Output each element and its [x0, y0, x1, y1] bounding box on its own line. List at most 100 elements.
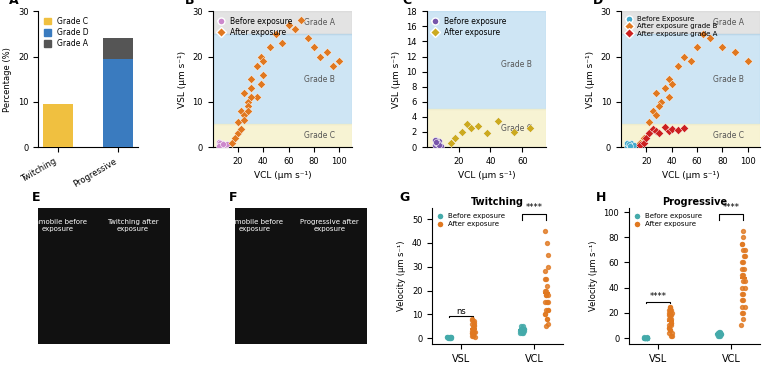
Point	[653, 103, 665, 109]
Text: Progressive after
exposure: Progressive after exposure	[300, 219, 359, 232]
Point	[541, 264, 554, 270]
Point	[665, 81, 677, 87]
Point	[641, 334, 654, 340]
Point	[672, 127, 684, 133]
Point	[443, 334, 455, 340]
Text: B: B	[185, 0, 194, 7]
Point	[455, 129, 468, 135]
Point	[516, 326, 528, 332]
Point	[251, 62, 263, 68]
Point	[430, 137, 442, 142]
Point	[257, 58, 270, 64]
Point	[664, 328, 676, 334]
X-axis label: VCL (μm s⁻¹): VCL (μm s⁻¹)	[253, 171, 311, 180]
Point	[442, 335, 455, 341]
Point	[492, 118, 505, 124]
Point	[737, 260, 749, 266]
Point	[213, 143, 225, 149]
Point	[641, 334, 653, 340]
Point	[244, 94, 257, 100]
Point	[664, 304, 677, 310]
Point	[308, 45, 320, 50]
Point	[678, 53, 690, 59]
Point	[737, 285, 749, 291]
Point	[542, 321, 554, 327]
Point	[444, 335, 456, 341]
Point	[468, 329, 480, 335]
Point	[647, 126, 659, 132]
Legend: Before exposure, After exposure: Before exposure, After exposure	[217, 15, 294, 39]
Point	[714, 331, 727, 337]
Text: ****: ****	[723, 203, 740, 212]
Point	[650, 113, 663, 119]
Point	[283, 22, 295, 28]
Point	[663, 76, 675, 82]
Point	[295, 17, 307, 23]
Point	[515, 328, 527, 334]
Point	[430, 140, 442, 146]
Point	[736, 240, 748, 246]
Point	[663, 330, 675, 336]
Point	[263, 45, 276, 50]
Point	[665, 126, 677, 132]
Point	[665, 322, 677, 328]
Point	[639, 335, 651, 341]
Point	[739, 278, 751, 284]
Text: A: A	[8, 0, 18, 7]
Point	[515, 326, 528, 332]
Point	[441, 334, 453, 340]
Point	[524, 125, 536, 131]
Point	[226, 140, 238, 145]
Point	[714, 331, 727, 337]
Point	[518, 326, 530, 332]
Bar	[621, 11, 760, 34]
Point	[621, 140, 634, 146]
Point	[622, 142, 634, 148]
Point	[714, 331, 727, 337]
Point	[659, 124, 671, 130]
Text: Grade C: Grade C	[501, 124, 532, 133]
Legend: Grade C, Grade D, Grade A: Grade C, Grade D, Grade A	[42, 15, 91, 50]
Point	[690, 45, 703, 50]
Point	[276, 40, 289, 46]
Point	[736, 291, 748, 297]
Point	[712, 330, 724, 336]
Point	[444, 335, 456, 341]
Point	[647, 126, 659, 132]
Point	[251, 94, 263, 100]
Point	[429, 142, 441, 148]
Title: Progressive: Progressive	[662, 197, 727, 208]
Point	[713, 331, 726, 337]
Point	[697, 31, 710, 37]
Point	[638, 335, 650, 341]
Point	[737, 310, 749, 316]
Point	[737, 253, 750, 259]
Point	[634, 142, 646, 148]
Point	[461, 122, 473, 128]
Point	[714, 330, 727, 336]
Point	[445, 140, 457, 146]
Point	[713, 329, 725, 335]
Point	[429, 137, 441, 143]
Point	[234, 126, 247, 132]
Point	[638, 335, 650, 341]
Point	[466, 317, 478, 323]
Y-axis label: VSL (μm s⁻¹): VSL (μm s⁻¹)	[177, 50, 187, 108]
Point	[467, 324, 479, 330]
Y-axis label: VSL (μm s⁻¹): VSL (μm s⁻¹)	[586, 50, 595, 108]
Point	[737, 316, 750, 322]
Point	[538, 288, 551, 294]
Bar	[213, 125, 352, 147]
Point	[468, 334, 481, 340]
Point	[540, 292, 552, 298]
Text: D: D	[593, 0, 604, 7]
Point	[538, 269, 551, 275]
Text: Twitching after
exposure: Twitching after exposure	[107, 219, 159, 232]
Point	[232, 119, 244, 125]
Point	[664, 304, 676, 310]
Point	[466, 333, 478, 339]
Point	[539, 228, 551, 234]
Point	[238, 113, 250, 119]
Point	[665, 312, 677, 318]
Point	[663, 312, 675, 318]
